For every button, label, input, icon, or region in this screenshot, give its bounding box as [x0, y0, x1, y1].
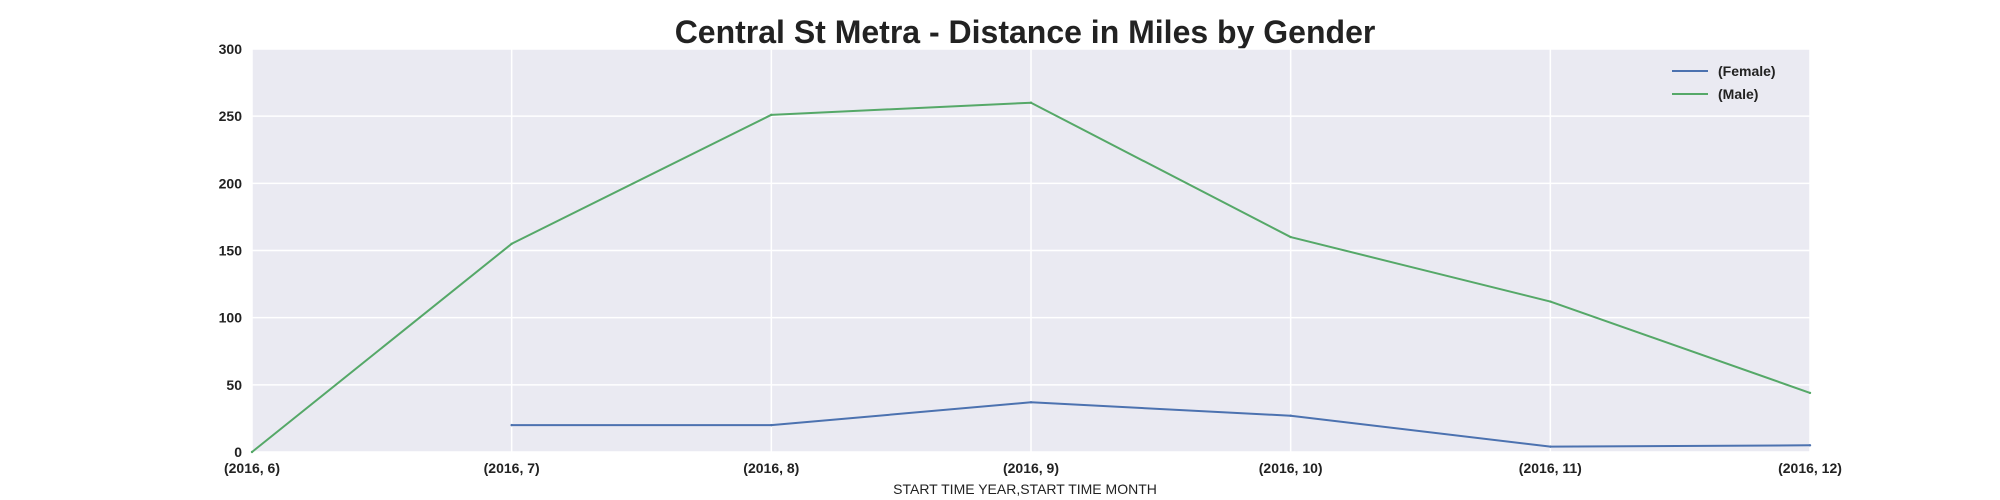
y-tick-label: 300	[219, 41, 243, 57]
data-point	[770, 113, 773, 117]
y-tick-label: 100	[219, 310, 243, 326]
x-axis-label: START TIME YEAR,START TIME MONTH	[893, 481, 1157, 497]
x-tick-label: (2016, 6)	[224, 460, 280, 476]
x-tick-label: (2016, 11)	[1519, 460, 1582, 476]
x-tick-label: (2016, 12)	[1778, 460, 1842, 476]
y-axis: 0 50 100 150 200 250 300	[219, 41, 243, 460]
x-tick-label: (2016, 9)	[1003, 460, 1059, 476]
y-tick-label: 0	[234, 444, 242, 460]
y-tick-label: 200	[219, 175, 243, 191]
x-tick-label: (2016, 8)	[743, 460, 799, 476]
x-tick-label: (2016, 7)	[484, 460, 540, 476]
chart-title: Central St Metra - Distance in Miles by …	[675, 14, 1376, 50]
y-tick-label: 50	[226, 377, 242, 393]
series-line-female	[511, 401, 1811, 448]
grid	[251, 48, 1811, 453]
data-point	[1029, 401, 1033, 404]
data-point	[1549, 300, 1552, 303]
data-point	[1029, 101, 1033, 104]
series-layer	[250, 101, 1812, 454]
data-point	[1289, 235, 1292, 239]
y-tick-label: 250	[219, 108, 243, 124]
x-axis: (2016, 6) (2016, 7) (2016, 8) (2016, 9) (201…	[224, 460, 1842, 476]
legend: (Female) (Male)	[1672, 63, 1776, 102]
legend-label: (Female)	[1718, 63, 1776, 79]
data-point	[1289, 414, 1292, 417]
data-point	[250, 450, 254, 454]
data-point	[510, 242, 513, 245]
data-point	[510, 423, 513, 427]
data-point	[770, 423, 773, 427]
data-point	[1808, 444, 1812, 447]
x-tick-label: (2016, 10)	[1259, 460, 1323, 476]
data-point	[1549, 445, 1552, 448]
y-tick-label: 150	[219, 243, 243, 259]
legend-label: (Male)	[1718, 86, 1758, 102]
data-point	[1808, 391, 1812, 395]
